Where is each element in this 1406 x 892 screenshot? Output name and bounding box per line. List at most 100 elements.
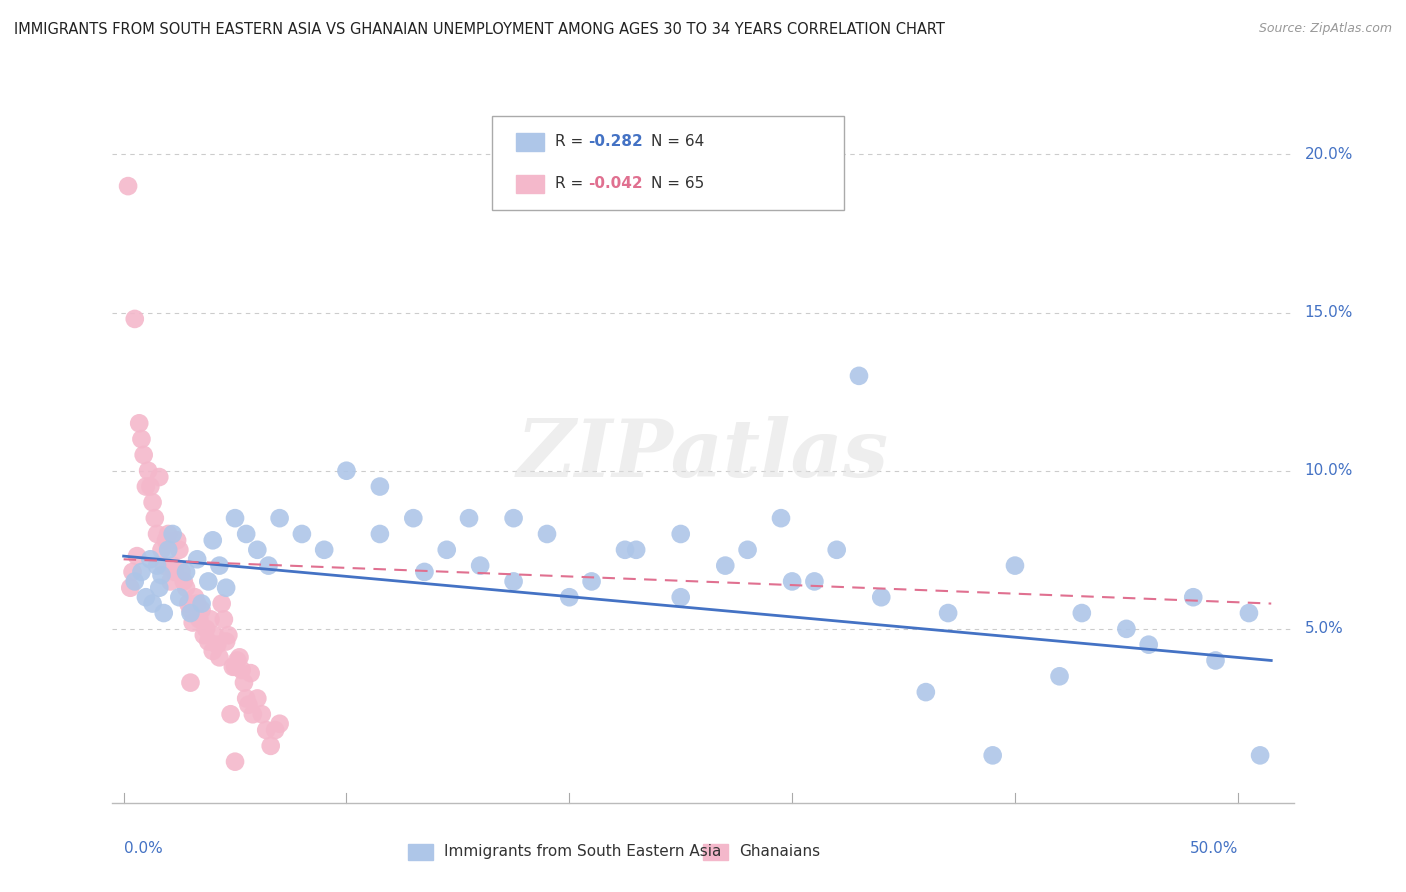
Point [169, 591, 191, 605]
Text: Immigrants from South Eastern Asia: Immigrants from South Eastern Asia [444, 845, 721, 859]
Point [314, 542, 336, 557]
Point [936, 606, 959, 620]
Point [238, 698, 260, 712]
Point [139, 479, 162, 493]
Point [148, 581, 170, 595]
Point [188, 612, 211, 626]
Point [173, 574, 195, 589]
Point [190, 603, 212, 617]
Point [246, 691, 269, 706]
Point [914, 685, 936, 699]
Point [870, 591, 893, 605]
Point [146, 558, 169, 573]
Point [848, 368, 870, 383]
Point [669, 527, 692, 541]
Point [1205, 653, 1227, 667]
Point [174, 565, 197, 579]
Text: ZIPatlas: ZIPatlas [517, 417, 889, 493]
Text: 50.0%: 50.0% [1189, 841, 1237, 855]
Text: IMMIGRANTS FROM SOUTH EASTERN ASIA VS GHANAIAN UNEMPLOYMENT AMONG AGES 30 TO 34 : IMMIGRANTS FROM SOUTH EASTERN ASIA VS GH… [14, 22, 945, 37]
Point [260, 739, 283, 753]
Point [179, 603, 201, 617]
Point [201, 644, 224, 658]
Point [402, 511, 425, 525]
Point [224, 511, 246, 525]
Point [233, 675, 256, 690]
Text: R =: R = [555, 177, 589, 192]
Point [981, 748, 1004, 763]
Text: -0.282: -0.282 [588, 134, 643, 149]
Point [195, 622, 218, 636]
Point [186, 597, 208, 611]
Point [162, 527, 184, 541]
Point [224, 660, 246, 674]
Point [224, 755, 246, 769]
Point [269, 716, 291, 731]
Point [162, 558, 184, 573]
Text: N = 64: N = 64 [651, 134, 704, 149]
Point [208, 650, 231, 665]
Point [136, 464, 159, 478]
Point [235, 527, 257, 541]
Point [197, 574, 219, 589]
Point [536, 527, 558, 541]
Point [128, 417, 150, 431]
Point [150, 542, 173, 557]
Point [152, 558, 174, 573]
Point [150, 568, 173, 582]
Point [121, 565, 143, 579]
Point [228, 650, 250, 665]
Point [181, 615, 204, 630]
Point [368, 527, 391, 541]
Point [170, 565, 193, 579]
Point [246, 542, 269, 557]
Point [131, 432, 153, 446]
Point [291, 527, 314, 541]
Point [212, 612, 235, 626]
Point [231, 663, 253, 677]
Point [166, 533, 188, 548]
Point [200, 612, 222, 626]
Point [124, 312, 146, 326]
Text: 10.0%: 10.0% [1305, 463, 1353, 478]
Text: Ghanaians: Ghanaians [740, 845, 821, 859]
Point [163, 565, 186, 579]
Point [780, 574, 803, 589]
Point [125, 549, 148, 563]
Point [502, 574, 524, 589]
Point [159, 574, 181, 589]
Text: 5.0%: 5.0% [1305, 622, 1343, 636]
Point [135, 591, 157, 605]
Text: -0.042: -0.042 [588, 177, 643, 192]
Point [208, 558, 231, 573]
Point [190, 597, 212, 611]
Point [614, 542, 637, 557]
Point [264, 723, 287, 737]
Text: Source: ZipAtlas.com: Source: ZipAtlas.com [1258, 22, 1392, 36]
Point [193, 628, 215, 642]
Point [179, 606, 201, 620]
Point [197, 634, 219, 648]
Point [142, 495, 165, 509]
Point [250, 707, 273, 722]
Point [269, 511, 291, 525]
Text: 0.0%: 0.0% [124, 841, 162, 855]
Point [1049, 669, 1071, 683]
Point [1115, 622, 1137, 636]
Point [769, 511, 792, 525]
Point [335, 464, 357, 478]
Point [624, 542, 647, 557]
Point [458, 511, 481, 525]
Point [157, 527, 180, 541]
Point [470, 558, 492, 573]
Point [1137, 638, 1160, 652]
Point [217, 628, 239, 642]
Point [157, 542, 180, 557]
Point [146, 527, 169, 541]
Point [502, 511, 524, 525]
Point [201, 533, 224, 548]
Point [124, 574, 146, 589]
Point [669, 591, 692, 605]
Point [257, 558, 280, 573]
Point [177, 597, 200, 611]
